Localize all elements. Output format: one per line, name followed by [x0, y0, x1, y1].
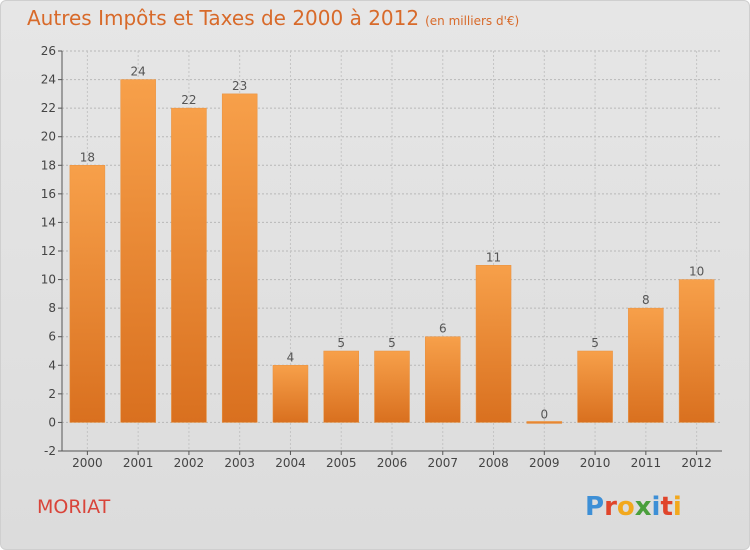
bars: [69, 79, 715, 424]
y-tick-label: 14: [41, 215, 56, 229]
bar-2002: [171, 107, 207, 423]
data-label-2001: 24: [131, 65, 146, 79]
logo-letter: r: [604, 492, 617, 522]
x-tick-label: 2000: [72, 456, 103, 470]
data-labels: 18 24 22 23 4 5 5 6 11 0 5 8 10: [80, 65, 705, 422]
logo-letter: o: [616, 492, 635, 522]
x-tick-label: 2006: [377, 456, 408, 470]
x-tick-label: 2004: [275, 456, 306, 470]
x-tick-label: 2010: [580, 456, 611, 470]
y-tick-label: 0: [48, 415, 56, 429]
y-tick-label: 6: [48, 330, 56, 344]
x-tick-label: 2005: [326, 456, 357, 470]
bar-2011: [628, 307, 664, 423]
data-label-2012: 10: [689, 265, 704, 279]
commune-name: MORIAT: [37, 496, 111, 518]
bar-2004: [272, 365, 309, 423]
y-tick-label: 22: [41, 101, 56, 115]
bar-2007: [425, 336, 461, 423]
y-tick-label: 2: [48, 387, 56, 401]
y-tick-label: 24: [41, 73, 56, 87]
bar-2009: [526, 421, 563, 424]
data-label-2002: 22: [181, 93, 196, 107]
bar-2012: [678, 279, 715, 423]
y-tick-label: 20: [41, 130, 56, 144]
data-label-2003: 23: [232, 79, 247, 93]
data-label-2010: 5: [591, 336, 599, 350]
x-tick-label: 2007: [427, 456, 458, 470]
chart-title: Autres Impôts et Taxes de 2000 à 2012 (en…: [27, 6, 519, 30]
logo-letter: x: [634, 492, 652, 522]
chart-title-text: Autres Impôts et Taxes de 2000 à 2012: [27, 6, 420, 30]
y-tick-label: 12: [41, 244, 56, 258]
y-tick-label: 26: [41, 44, 56, 58]
data-label-2008: 11: [486, 250, 501, 264]
x-tick-label: 2009: [529, 456, 560, 470]
data-label-2007: 6: [439, 322, 447, 336]
bar-2006: [374, 350, 410, 423]
data-label-2006: 5: [388, 336, 396, 350]
chart-subtitle: (en milliers d'€): [425, 14, 520, 28]
data-label-2009: 0: [540, 407, 548, 421]
y-tick-label: -2: [44, 444, 56, 458]
x-tick-label: 2003: [224, 456, 255, 470]
y-tick-label: 4: [48, 358, 56, 372]
y-tick-label: 18: [41, 158, 56, 172]
data-label-2004: 4: [287, 350, 295, 364]
logo-letter: i: [672, 492, 682, 522]
x-tick-label: 2001: [123, 456, 154, 470]
bar-2008: [475, 265, 512, 423]
bar-2003: [221, 93, 258, 423]
data-label-2011: 8: [642, 293, 650, 307]
x-tick-label: 2012: [681, 456, 712, 470]
bar-2010: [577, 350, 613, 423]
y-tick-label: 16: [41, 187, 56, 201]
data-label-2000: 18: [80, 150, 95, 164]
bar-2001: [120, 79, 156, 423]
logo-letter: P: [585, 492, 605, 522]
x-tick-label: 2002: [174, 456, 205, 470]
data-label-2005: 5: [337, 336, 345, 350]
proxiti-logo: Proxiti: [585, 492, 682, 522]
logo-letter: t: [660, 492, 673, 522]
bar-2005: [323, 350, 359, 423]
bar-2000: [69, 165, 106, 423]
y-tick-label: 10: [41, 273, 56, 287]
logo-letter: i: [651, 492, 661, 522]
y-tick-label: 8: [48, 301, 56, 315]
x-tick-label: 2008: [478, 456, 509, 470]
x-tick-label: 2011: [631, 456, 662, 470]
